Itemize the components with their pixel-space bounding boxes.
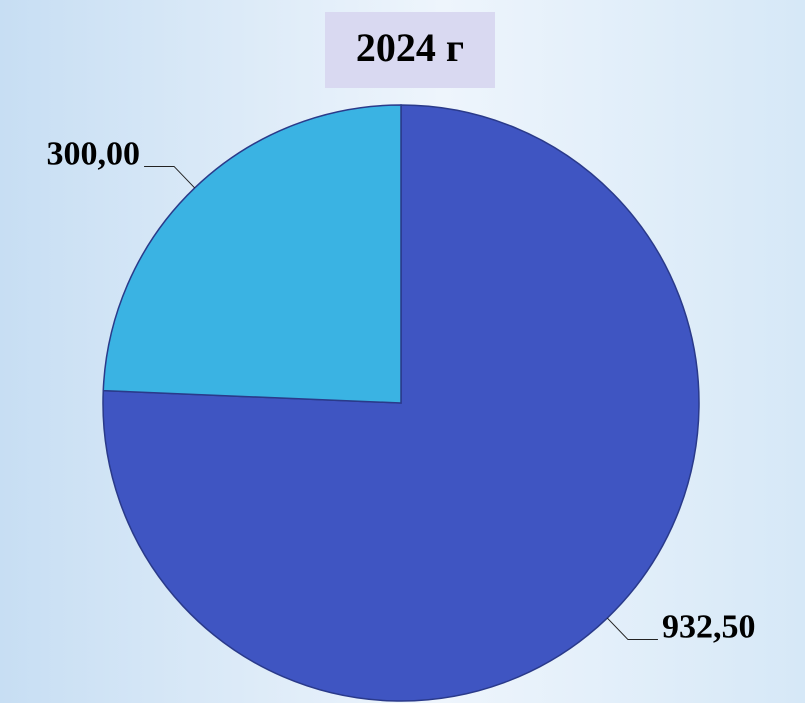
pie-slice	[102, 104, 700, 702]
pie-slice	[102, 104, 402, 404]
leader-line	[606, 617, 658, 641]
data-label: 932,50	[662, 608, 756, 645]
chart-title: 2024 г	[356, 25, 464, 70]
title-box	[325, 12, 495, 88]
data-label: 300,00	[47, 135, 141, 172]
leader-line	[144, 165, 196, 189]
